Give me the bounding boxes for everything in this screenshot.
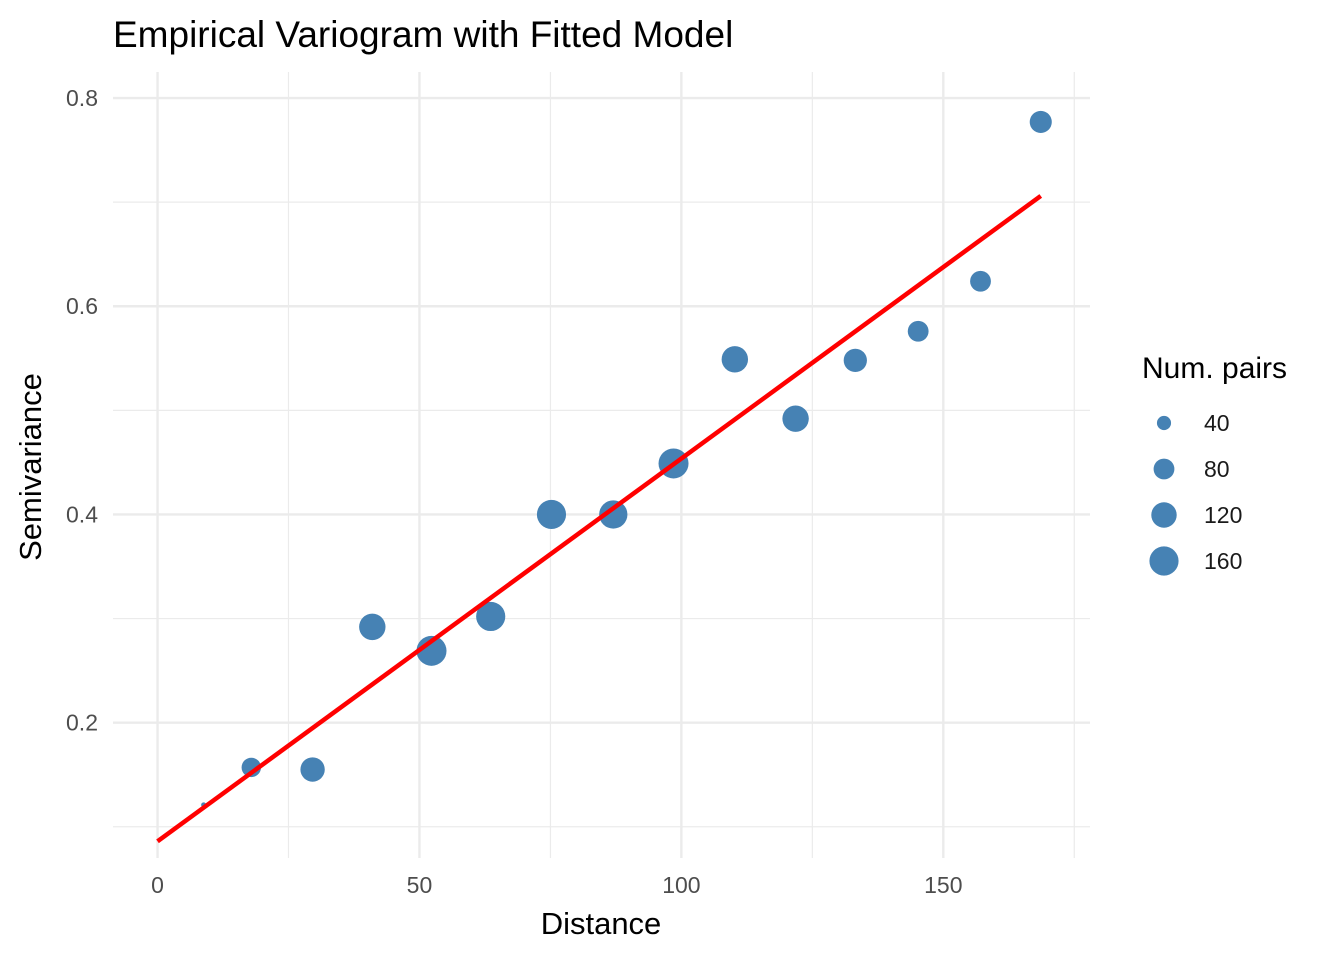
y-axis-title: Semivariance <box>13 373 48 561</box>
x-axis-title: Distance <box>541 906 662 941</box>
y-tick-label: 0.6 <box>66 293 98 319</box>
empirical-points <box>201 110 1052 808</box>
legend-key-circle <box>1151 502 1177 528</box>
variogram-point <box>476 601 506 632</box>
variogram-point <box>241 757 262 778</box>
chart-title: Empirical Variogram with Fitted Model <box>113 14 733 55</box>
legend-label: 160 <box>1204 548 1242 574</box>
variogram-point <box>416 635 447 666</box>
x-tick-label: 0 <box>151 872 164 898</box>
variogram-point <box>907 320 929 342</box>
y-axis-ticks: 0.2 0.4 0.6 0.8 <box>66 85 98 736</box>
legend-title: Num. pairs <box>1142 352 1287 385</box>
x-axis-ticks: 0 50 100 150 <box>151 872 962 898</box>
x-tick-label: 100 <box>662 872 700 898</box>
variogram-point <box>843 348 867 373</box>
y-tick-label: 0.4 <box>66 501 98 527</box>
variogram-point <box>359 613 386 641</box>
legend-label: 80 <box>1204 456 1230 482</box>
legend-items: 40 80 120 160 <box>1149 410 1242 576</box>
variogram-point <box>782 405 809 432</box>
grid <box>113 72 1090 858</box>
x-tick-label: 50 <box>407 872 433 898</box>
legend-label: 120 <box>1204 502 1242 528</box>
x-tick-label: 150 <box>924 872 962 898</box>
variogram-point <box>599 500 628 529</box>
legend-key-circle <box>1153 458 1175 480</box>
y-tick-label: 0.2 <box>66 710 98 736</box>
size-legend: Num. pairs 40 80 120 160 <box>1142 352 1287 576</box>
legend-key-circle <box>1149 546 1179 576</box>
fitted-model-line <box>156 194 1043 844</box>
fitted-model-line-layer <box>156 194 1043 844</box>
legend-label: 40 <box>1204 410 1230 436</box>
variogram-point <box>721 346 749 373</box>
variogram-point <box>300 757 325 782</box>
variogram-point <box>970 270 991 292</box>
variogram-point <box>536 499 567 530</box>
variogram-point <box>1029 110 1052 134</box>
legend-key-circle <box>1156 415 1172 431</box>
y-tick-label: 0.8 <box>66 85 98 111</box>
